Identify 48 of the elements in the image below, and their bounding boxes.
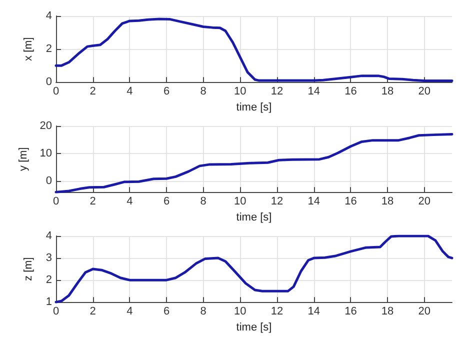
- x-tick-label: 8: [200, 196, 206, 208]
- x-tick-label: 4: [126, 306, 133, 318]
- x-tick-label: 18: [381, 86, 394, 98]
- y-tick-label: 10: [40, 148, 52, 160]
- y-tick-label: 0: [46, 76, 52, 88]
- y-axis-title: y [m]: [17, 147, 30, 171]
- x-tick-label: 10: [234, 86, 246, 98]
- x-tick-label: 8: [200, 306, 206, 318]
- y-axis-title: x [m]: [22, 37, 34, 61]
- x-tick-label: 2: [90, 306, 96, 318]
- y-tick-label: 0: [46, 175, 52, 188]
- x-tick-label: 2: [90, 196, 96, 208]
- x-axis-title: time [s]: [236, 322, 272, 334]
- x-tick-label: 12: [270, 196, 284, 208]
- x-tick-label: 14: [308, 306, 320, 318]
- x-tick-label: 14: [308, 86, 320, 98]
- x-tick-label: 18: [381, 306, 394, 318]
- x-axis-title: time [s]: [236, 102, 272, 114]
- y-tick-label: 20: [40, 120, 52, 132]
- x-tick-label: 4: [126, 196, 133, 208]
- x-tick-label: 20: [418, 86, 430, 98]
- y-tick-label: 2: [46, 274, 52, 286]
- x-tick-label: 6: [163, 306, 170, 318]
- x-tick-label: 14: [308, 196, 320, 208]
- x-tick-label: 20: [418, 306, 430, 318]
- x-tick-label: 2: [90, 86, 96, 98]
- y-axis-title: z [m]: [22, 257, 34, 281]
- x-tick-label: 10: [234, 196, 246, 208]
- y-tick-label: 4: [46, 10, 52, 22]
- line-series: [54, 234, 454, 304]
- y-tick-label: 2: [46, 43, 52, 56]
- x-tick-label: 16: [344, 86, 357, 98]
- x-tick-label: 10: [234, 306, 246, 318]
- x-axis-title: time [s]: [236, 212, 272, 224]
- x-tick-label: 6: [163, 86, 170, 98]
- x-tick-label: 18: [381, 196, 394, 208]
- x-tick-label: 20: [418, 196, 430, 208]
- y-tick-label: 3: [46, 252, 52, 264]
- x-tick-label: 6: [163, 196, 170, 208]
- y-tick-label: 4: [46, 230, 52, 242]
- x-tick-label: 8: [200, 86, 206, 98]
- x-tick-label: 12: [270, 306, 284, 318]
- line-series: [54, 18, 454, 82]
- x-tick-label: 4: [126, 86, 133, 98]
- x-tick-label: 16: [344, 306, 357, 318]
- y-tick-label: 1: [46, 296, 52, 308]
- x-tick-label: 12: [270, 86, 284, 98]
- x-tick-label: 16: [344, 196, 357, 208]
